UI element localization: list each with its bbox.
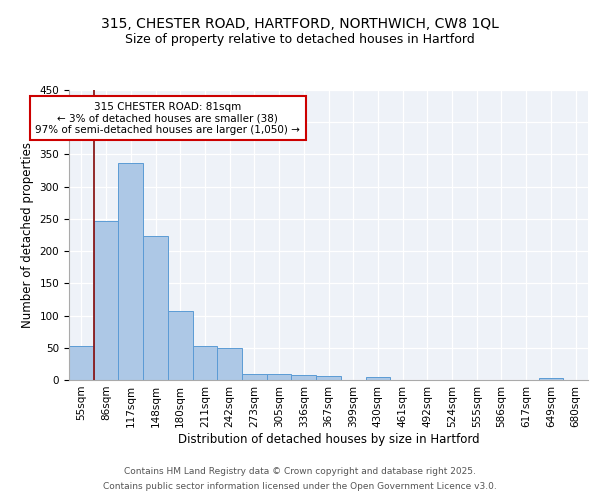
- Bar: [539, 378, 563, 380]
- X-axis label: Distribution of detached houses by size in Hartford: Distribution of detached houses by size …: [178, 432, 479, 446]
- Text: 315 CHESTER ROAD: 81sqm
← 3% of detached houses are smaller (38)
97% of semi-det: 315 CHESTER ROAD: 81sqm ← 3% of detached…: [35, 102, 300, 135]
- Text: Size of property relative to detached houses in Hartford: Size of property relative to detached ho…: [125, 32, 475, 46]
- Bar: [242, 374, 267, 380]
- Bar: [143, 236, 168, 380]
- Bar: [292, 376, 316, 380]
- Text: Contains HM Land Registry data © Crown copyright and database right 2025.: Contains HM Land Registry data © Crown c…: [124, 467, 476, 476]
- Text: Contains public sector information licensed under the Open Government Licence v3: Contains public sector information licen…: [103, 482, 497, 491]
- Bar: [94, 221, 118, 380]
- Y-axis label: Number of detached properties: Number of detached properties: [21, 142, 34, 328]
- Bar: [118, 164, 143, 380]
- Text: 315, CHESTER ROAD, HARTFORD, NORTHWICH, CW8 1QL: 315, CHESTER ROAD, HARTFORD, NORTHWICH, …: [101, 18, 499, 32]
- Bar: [365, 378, 390, 380]
- Bar: [217, 348, 242, 380]
- Bar: [193, 346, 217, 380]
- Bar: [267, 374, 292, 380]
- Bar: [316, 376, 341, 380]
- Bar: [168, 311, 193, 380]
- Bar: [69, 346, 94, 380]
